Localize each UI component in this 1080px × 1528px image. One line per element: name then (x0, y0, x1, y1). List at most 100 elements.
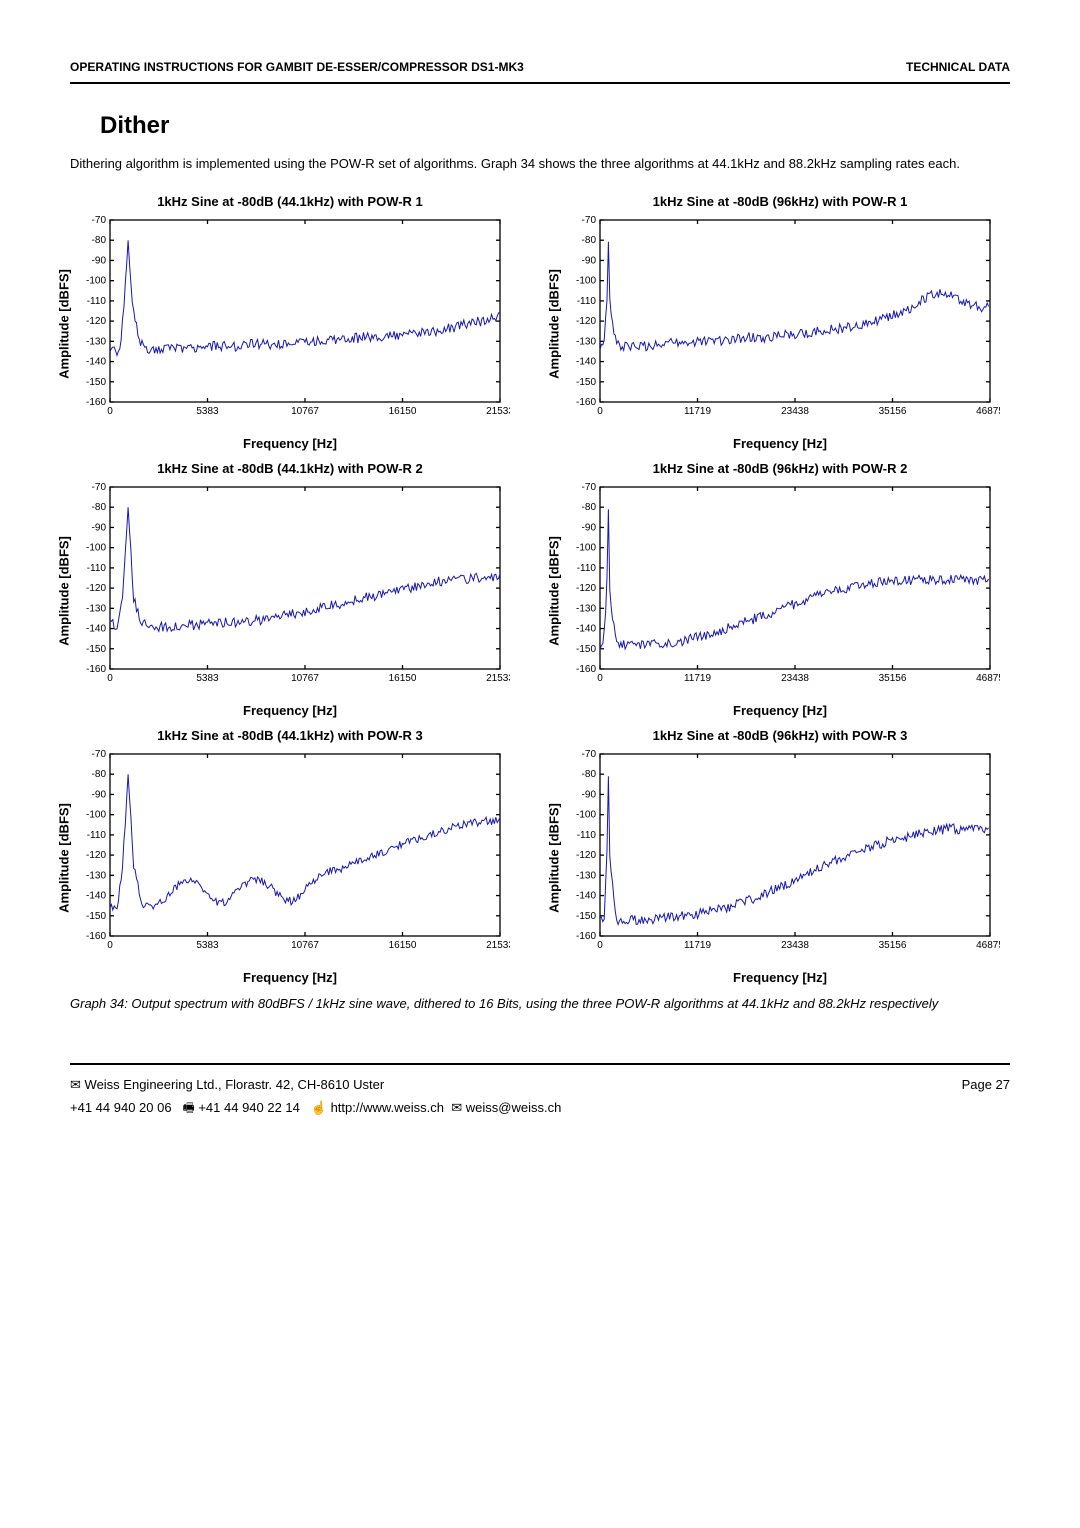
chart-svg: -70-80-90-100-110-120-130-140-150-160011… (560, 214, 1000, 422)
svg-text:-160: -160 (86, 397, 106, 408)
svg-text:-130: -130 (576, 336, 596, 347)
svg-text:-90: -90 (92, 255, 107, 266)
svg-text:-110: -110 (87, 562, 107, 573)
x-axis-label: Frequency [Hz] (560, 703, 1000, 718)
svg-text:-150: -150 (86, 643, 106, 654)
svg-text:46875: 46875 (976, 406, 1000, 417)
svg-text:-130: -130 (86, 336, 106, 347)
svg-text:-120: -120 (576, 583, 596, 594)
svg-text:-130: -130 (576, 603, 596, 614)
svg-text:21533: 21533 (486, 406, 510, 417)
svg-text:-130: -130 (86, 870, 106, 881)
svg-text:11719: 11719 (684, 940, 712, 951)
svg-text:35156: 35156 (879, 673, 907, 684)
svg-text:5383: 5383 (196, 940, 219, 951)
footer-address: ✉ Weiss Engineering Ltd., Florastr. 42, … (70, 1077, 384, 1093)
svg-text:10767: 10767 (291, 406, 319, 417)
chart-svg: -70-80-90-100-110-120-130-140-150-160011… (560, 748, 1000, 956)
svg-text:-110: -110 (577, 295, 597, 306)
svg-text:10767: 10767 (291, 940, 319, 951)
chart-wrap: Amplitude [dBFS]-70-80-90-100-110-120-13… (560, 748, 1000, 968)
section-title: Dither (100, 112, 1010, 140)
svg-text:-160: -160 (86, 931, 106, 942)
x-axis-label: Frequency [Hz] (70, 970, 510, 985)
svg-text:-160: -160 (576, 931, 596, 942)
mail-icon: ✉ (451, 1100, 462, 1115)
x-axis-label: Frequency [Hz] (560, 436, 1000, 451)
svg-text:-80: -80 (92, 235, 107, 246)
chart-wrap: Amplitude [dBFS]-70-80-90-100-110-120-13… (70, 214, 510, 434)
svg-text:-160: -160 (86, 664, 106, 675)
chart-cell: 1kHz Sine at -80dB (96kHz) with POW-R 1A… (560, 194, 1000, 451)
chart-svg: -70-80-90-100-110-120-130-140-150-160053… (70, 748, 510, 956)
y-axis-label: Amplitude [dBFS] (547, 803, 562, 913)
svg-text:-140: -140 (576, 890, 596, 901)
svg-text:-70: -70 (92, 215, 107, 226)
chart-svg: -70-80-90-100-110-120-130-140-150-160011… (560, 481, 1000, 689)
chart-title: 1kHz Sine at -80dB (44.1kHz) with POW-R … (70, 461, 510, 476)
svg-text:-90: -90 (92, 522, 107, 533)
svg-text:-160: -160 (576, 397, 596, 408)
svg-text:-130: -130 (576, 870, 596, 881)
svg-text:46875: 46875 (976, 673, 1000, 684)
svg-text:-110: -110 (577, 829, 597, 840)
svg-text:-100: -100 (576, 275, 596, 286)
chart-wrap: Amplitude [dBFS]-70-80-90-100-110-120-13… (560, 481, 1000, 701)
svg-text:-100: -100 (576, 542, 596, 553)
chart-title: 1kHz Sine at -80dB (96kHz) with POW-R 1 (560, 194, 1000, 209)
svg-text:-100: -100 (86, 275, 106, 286)
svg-text:-140: -140 (86, 890, 106, 901)
header-left: OPERATING INSTRUCTIONS FOR GAMBIT DE-ESS… (70, 60, 524, 74)
svg-text:-130: -130 (86, 603, 106, 614)
svg-text:5383: 5383 (196, 406, 219, 417)
svg-text:-80: -80 (92, 769, 107, 780)
svg-text:0: 0 (107, 673, 113, 684)
svg-text:0: 0 (597, 673, 603, 684)
svg-text:35156: 35156 (879, 406, 907, 417)
chart-cell: 1kHz Sine at -80dB (96kHz) with POW-R 3A… (560, 728, 1000, 985)
svg-text:-110: -110 (87, 295, 107, 306)
page-header: OPERATING INSTRUCTIONS FOR GAMBIT DE-ESS… (70, 60, 1010, 84)
svg-text:-120: -120 (86, 583, 106, 594)
svg-text:0: 0 (107, 940, 113, 951)
chart-title: 1kHz Sine at -80dB (96kHz) with POW-R 3 (560, 728, 1000, 743)
y-axis-label: Amplitude [dBFS] (57, 269, 72, 379)
chart-cell: 1kHz Sine at -80dB (96kHz) with POW-R 2A… (560, 461, 1000, 718)
y-axis-label: Amplitude [dBFS] (57, 536, 72, 646)
svg-text:-140: -140 (86, 623, 106, 634)
svg-text:-80: -80 (92, 502, 107, 513)
svg-text:-80: -80 (582, 769, 597, 780)
svg-text:-110: -110 (87, 829, 107, 840)
chart-title: 1kHz Sine at -80dB (44.1kHz) with POW-R … (70, 194, 510, 209)
svg-text:-120: -120 (86, 850, 106, 861)
svg-text:0: 0 (597, 940, 603, 951)
chart-title: 1kHz Sine at -80dB (44.1kHz) with POW-R … (70, 728, 510, 743)
x-axis-label: Frequency [Hz] (560, 970, 1000, 985)
svg-text:-110: -110 (577, 562, 597, 573)
svg-text:11719: 11719 (684, 406, 712, 417)
svg-text:-100: -100 (576, 809, 596, 820)
chart-svg: -70-80-90-100-110-120-130-140-150-160053… (70, 481, 510, 689)
chart-cell: 1kHz Sine at -80dB (44.1kHz) with POW-R … (70, 461, 510, 718)
svg-text:-90: -90 (582, 789, 597, 800)
chart-svg: -70-80-90-100-110-120-130-140-150-160053… (70, 214, 510, 422)
svg-text:-100: -100 (86, 809, 106, 820)
svg-text:21533: 21533 (486, 940, 510, 951)
svg-text:-150: -150 (576, 376, 596, 387)
chart-title: 1kHz Sine at -80dB (96kHz) with POW-R 2 (560, 461, 1000, 476)
chart-cell: 1kHz Sine at -80dB (44.1kHz) with POW-R … (70, 728, 510, 985)
svg-text:16150: 16150 (389, 406, 417, 417)
page-number: Page 27 (962, 1077, 1010, 1093)
svg-text:-70: -70 (582, 749, 597, 760)
svg-text:-70: -70 (582, 482, 597, 493)
svg-text:23438: 23438 (781, 406, 809, 417)
svg-text:-150: -150 (86, 376, 106, 387)
figure-caption: Graph 34: Output spectrum with 80dBFS / … (70, 995, 1010, 1013)
svg-text:-140: -140 (576, 623, 596, 634)
svg-text:-150: -150 (86, 910, 106, 921)
svg-text:-70: -70 (582, 215, 597, 226)
y-axis-label: Amplitude [dBFS] (547, 536, 562, 646)
chart-cell: 1kHz Sine at -80dB (44.1kHz) with POW-R … (70, 194, 510, 451)
charts-grid: 1kHz Sine at -80dB (44.1kHz) with POW-R … (70, 194, 1010, 985)
x-axis-label: Frequency [Hz] (70, 703, 510, 718)
